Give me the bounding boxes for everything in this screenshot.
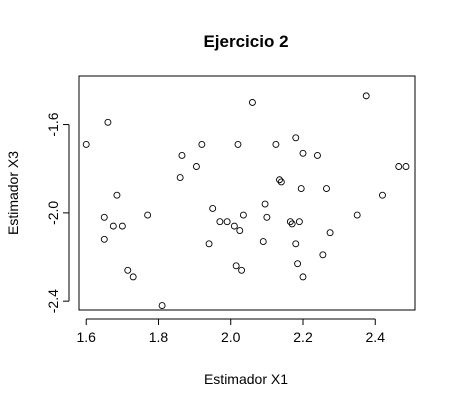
x-tick-label: 2.4 [366, 329, 386, 345]
data-point [323, 185, 330, 193]
data-point [319, 251, 327, 259]
y-tick-label: -1.6 [45, 112, 61, 136]
data-point [299, 149, 307, 157]
data-point [261, 200, 269, 208]
x-tick-label: 1.6 [76, 329, 96, 345]
x-axis-label: Estimador X1 [204, 371, 288, 387]
data-point [129, 273, 137, 281]
y-tick-label: -2.4 [45, 289, 61, 313]
y-axis: -2.4 -2.0 -1.6 [45, 112, 70, 313]
data-point [402, 163, 410, 170]
y-axis-label: Estimador X3 [5, 151, 21, 235]
data-point [216, 218, 224, 226]
data-point [109, 222, 117, 230]
data-point [100, 213, 108, 221]
y-tick-label: -2.0 [45, 201, 61, 225]
data-point [297, 185, 305, 193]
data-point [124, 266, 132, 274]
data-point [205, 240, 213, 248]
data-point [286, 218, 294, 226]
data-point [82, 140, 90, 148]
data-point [362, 92, 370, 100]
data-point [379, 191, 386, 199]
data-point [192, 163, 200, 170]
data-point [239, 211, 247, 219]
data-point [104, 118, 112, 126]
data-point [294, 260, 302, 268]
plot-frame [78, 75, 416, 311]
data-point [223, 218, 231, 226]
data-point [144, 211, 152, 219]
data-point [158, 302, 166, 310]
data-point [232, 262, 240, 270]
data-point [178, 152, 186, 159]
data-points [82, 92, 410, 310]
data-point [292, 134, 300, 142]
data-point [288, 220, 296, 228]
data-point [176, 174, 184, 181]
data-point [118, 222, 126, 230]
data-point [263, 213, 271, 221]
x-tick-label: 2.2 [293, 329, 313, 345]
data-point [395, 163, 403, 170]
data-point [272, 140, 280, 148]
data-point [236, 227, 244, 234]
data-point [209, 205, 217, 212]
data-point [276, 176, 283, 184]
data-point [248, 99, 256, 106]
data-point [238, 266, 246, 274]
data-point [295, 218, 303, 226]
data-point [353, 211, 361, 219]
data-point [292, 240, 300, 248]
data-point [326, 229, 334, 237]
x-tick-label: 1.8 [149, 329, 169, 345]
data-point [113, 191, 121, 199]
x-axis: 1.6 1.8 2.0 2.2 2.4 [76, 318, 386, 345]
data-point [314, 152, 321, 159]
data-point [277, 178, 285, 186]
data-point [100, 235, 108, 243]
data-point [299, 273, 307, 281]
data-point [230, 222, 238, 230]
chart-title: Ejercicio 2 [203, 32, 288, 51]
data-point [234, 140, 242, 148]
data-point [259, 238, 267, 246]
data-point [198, 140, 206, 148]
x-tick-label: 2.0 [221, 329, 241, 345]
